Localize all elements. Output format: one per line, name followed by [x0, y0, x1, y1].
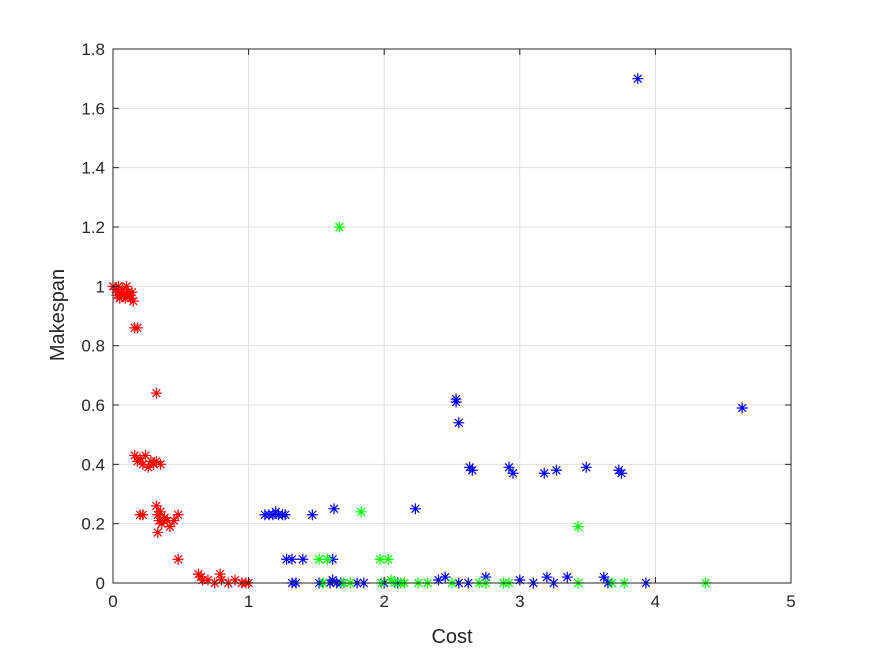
grid [113, 49, 791, 583]
data-point [450, 396, 462, 408]
data-point [121, 280, 133, 292]
data-point [127, 295, 139, 307]
y-tick-label: 0 [96, 574, 105, 593]
data-point [550, 464, 562, 476]
data-point [632, 73, 644, 85]
data-point [321, 553, 333, 565]
data-point [214, 568, 226, 580]
data-point [150, 500, 162, 512]
y-tick-label: 1.6 [81, 99, 105, 118]
data-point [134, 452, 146, 464]
data-point [172, 509, 184, 521]
data-point [137, 509, 149, 521]
data-point [154, 458, 166, 470]
data-point [466, 464, 478, 476]
x-tick-label: 2 [379, 592, 388, 611]
data-point [327, 574, 339, 586]
data-point [140, 449, 152, 461]
data-point [161, 515, 173, 527]
data-point [432, 574, 444, 586]
data-point [131, 322, 143, 334]
data-point [172, 553, 184, 565]
data-point [480, 571, 492, 583]
data-point [374, 553, 386, 565]
y-tick-label: 0.8 [81, 337, 105, 356]
data-point [126, 286, 138, 298]
x-tick-label: 0 [108, 592, 117, 611]
data-point [580, 461, 592, 473]
y-tick-label: 1.4 [81, 159, 105, 178]
data-point [215, 574, 227, 586]
data-point [286, 553, 298, 565]
data-point [736, 402, 748, 414]
data-point [507, 467, 519, 479]
ticks: 0 1 2 3 4 5 0 0.2 0.4 0.6 0.8 1 1.2 1.4 1.6 1.8 [81, 40, 795, 611]
data-point [279, 509, 291, 521]
x-tick-label: 1 [244, 592, 253, 611]
data-point [538, 467, 550, 479]
data-point [116, 283, 128, 295]
data-point [561, 571, 573, 583]
y-tick-label: 0.4 [81, 455, 105, 474]
data-point [202, 574, 214, 586]
data-point [297, 553, 309, 565]
data-point [541, 571, 553, 583]
x-tick-label: 5 [786, 592, 795, 611]
axes-box [112, 48, 792, 584]
y-tick-label: 0.6 [81, 396, 105, 415]
y-tick-label: 1.2 [81, 218, 105, 237]
data-point [409, 503, 421, 515]
data-point [137, 458, 149, 470]
y-tick-label: 1.8 [81, 40, 105, 59]
data-point [355, 506, 367, 518]
x-tick-label: 3 [515, 592, 524, 611]
data-point [150, 455, 162, 467]
data-point [229, 574, 241, 586]
data-point [382, 553, 394, 565]
data-point [168, 515, 180, 527]
data-point [328, 503, 340, 515]
data-point [313, 553, 325, 565]
axes [112, 48, 792, 584]
data-point [195, 571, 207, 583]
data-point [150, 387, 162, 399]
data-point [503, 461, 515, 473]
x-axis-label: Cost [431, 626, 473, 648]
data-point [306, 509, 318, 521]
data-point [152, 527, 164, 539]
data-point [439, 571, 451, 583]
data-point [142, 461, 154, 473]
y-tick-label: 1 [96, 277, 105, 296]
data-point [598, 571, 610, 583]
data-point [164, 521, 176, 533]
y-axis-label: Makespan [47, 269, 69, 361]
data-point [572, 521, 584, 533]
data-point [154, 506, 166, 518]
x-tick-label: 4 [651, 592, 660, 611]
data-point [333, 221, 345, 233]
data-point [156, 518, 168, 530]
data-point [129, 449, 141, 461]
data-point [385, 574, 397, 586]
data-point [453, 417, 465, 429]
data-point [616, 467, 627, 479]
y-tick-label: 0.2 [81, 515, 105, 534]
